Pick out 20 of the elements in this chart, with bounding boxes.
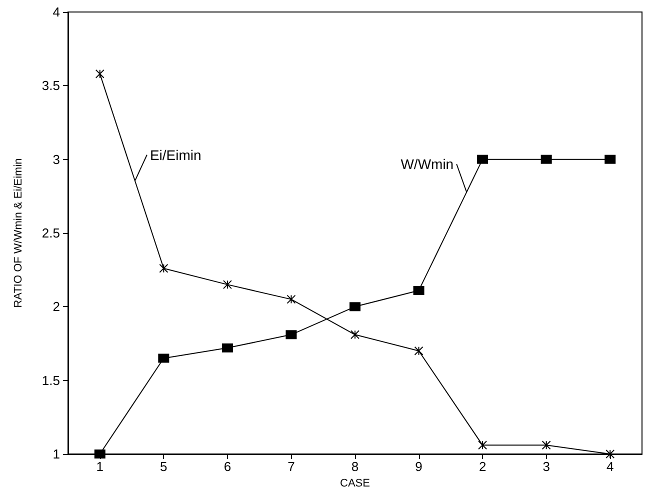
x-tick-label: 1 [96,459,104,474]
x-tick-label: 3 [542,459,550,474]
x-tick-label: 8 [351,459,359,474]
y-tick-label: 2 [52,299,60,314]
x-tick-label: 9 [415,459,422,474]
x-axis-title: CASE [340,477,370,490]
y-tick-label: 1 [52,446,60,462]
series-label: Ei/Eimin [150,146,202,163]
series-label: W/Wmin [400,156,454,172]
y-tick-label: 1.5 [42,372,60,388]
y-tick-label: 4 [52,4,60,20]
y-tick-label: 2.5 [42,226,60,240]
x-tick-label: 5 [160,459,168,474]
x-tick-label: 4 [606,459,614,474]
x-tick-label: 7 [288,459,295,474]
x-tick-label: 6 [224,459,232,474]
y-tick-label: 3.5 [42,78,60,94]
y-tick-label: 3 [52,152,60,167]
x-tick-label: 2 [478,459,486,474]
y-axis-title: RATIO OF W/Wmin & Ei/Eimin [12,158,24,308]
